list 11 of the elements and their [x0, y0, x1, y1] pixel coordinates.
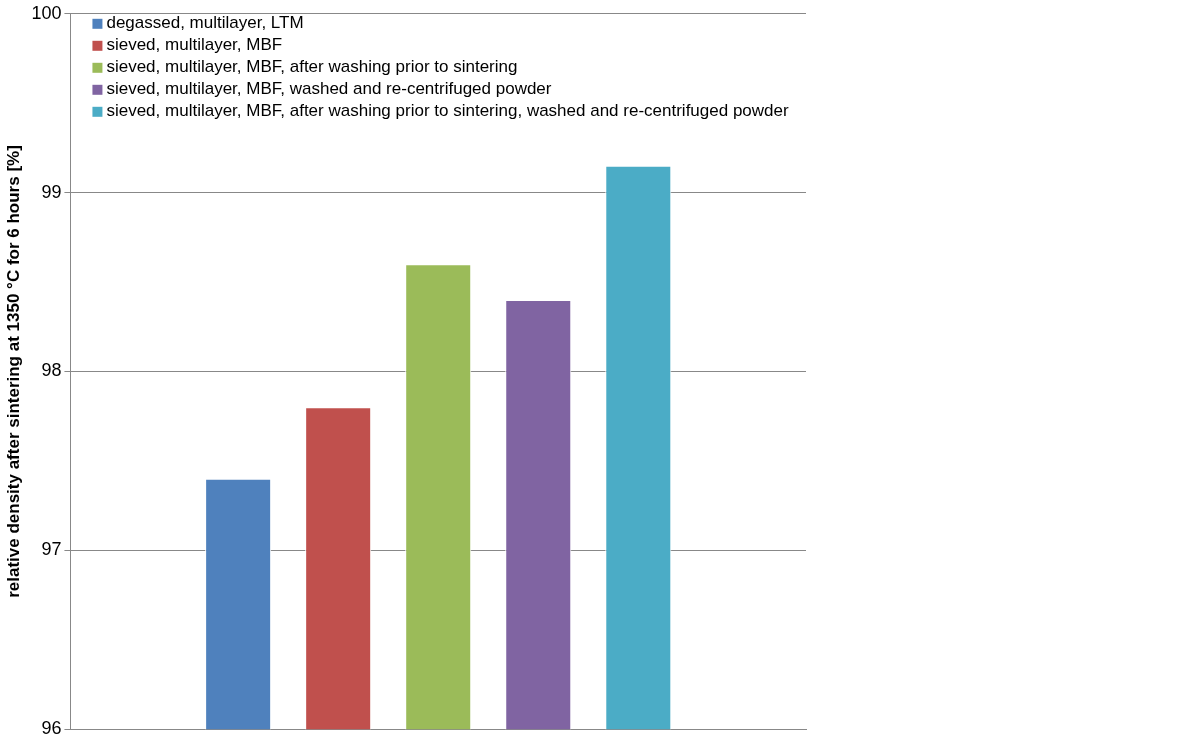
legend-label: sieved, multilayer, MBF, after washing prior to sintering, washed and re-centrifuged powder — [106, 101, 789, 121]
legend-label: sieved, multilayer, MBF, after washing prior to sintering — [106, 57, 518, 77]
legend-label: degassed, multilayer, LTM — [106, 13, 304, 33]
legend-label: sieved, multilayer, MBF, washed and re-centrifuged powder — [106, 79, 552, 99]
legend-label: sieved, multilayer, MBF — [106, 35, 283, 55]
y-tick-label: 97 — [41, 539, 62, 560]
y-tick-label: 100 — [31, 2, 62, 23]
y-tick-label: 99 — [41, 181, 62, 202]
y-tick-label: 96 — [41, 718, 62, 739]
y-tick-label: 98 — [41, 360, 62, 381]
y-axis-title: relative density after sintering at 1350 °C for 6 hours [%] — [3, 145, 23, 598]
